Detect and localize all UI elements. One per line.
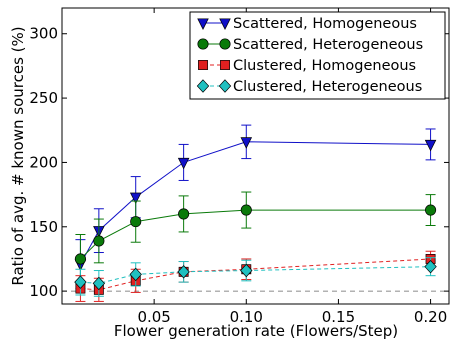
y-tick-label: 200	[29, 153, 58, 171]
x-tick-label: 0.15	[322, 308, 355, 326]
data-point	[177, 265, 190, 279]
plot-frame	[61, 7, 450, 305]
axis-ticks: 0.05 0.10 0.15 0.20 100 150 200 250 300	[29, 8, 449, 326]
y-axis-label: Ratio of avg. # known sources (%)	[9, 26, 27, 285]
legend-marker	[196, 79, 210, 93]
legend-entry-1: Scattered, Heterogeneous	[197, 37, 423, 53]
legend-label: Scattered, Homogeneous	[233, 16, 417, 32]
legend-marker	[220, 60, 230, 70]
legend-marker	[219, 38, 231, 50]
data-point	[424, 139, 437, 152]
legend-box	[189, 11, 446, 100]
data-point	[74, 253, 86, 265]
legend-marker	[197, 38, 209, 50]
y-tick-label: 300	[29, 25, 58, 43]
legend-label: Scattered, Heterogeneous	[233, 37, 423, 53]
data-point	[130, 216, 142, 228]
y-tick-label: 250	[29, 89, 58, 107]
data-point	[177, 157, 190, 170]
series-0	[74, 124, 437, 290]
data-point	[74, 275, 87, 289]
series-line	[79, 141, 431, 265]
data-point	[240, 263, 253, 278]
legend-label: Clustered, Homogeneous	[233, 58, 416, 74]
x-tick-label: 0.20	[414, 308, 447, 326]
x-tick-label: 0.05	[137, 308, 170, 326]
legend-marker	[197, 18, 209, 30]
data-point	[425, 204, 437, 216]
data-point	[93, 235, 105, 247]
legend-entry-0: Scattered, Homogeneous	[197, 16, 417, 32]
data-point	[240, 137, 253, 149]
legend-entry-3: Clustered, Heterogeneous	[196, 79, 422, 95]
legend-entry-2: Clustered, Homogeneous	[198, 58, 416, 74]
legend-label: Clustered, Heterogeneous	[233, 79, 422, 95]
legend: Scattered, Homogeneous Scattered, Heterog…	[189, 11, 446, 100]
legend-marker	[198, 60, 208, 70]
data-point	[178, 208, 190, 220]
data-point	[424, 259, 437, 274]
x-axis-label: Flower generation rate (Flowers/Step)	[114, 322, 398, 340]
x-tick-label: 0.10	[230, 308, 263, 326]
data-point	[240, 204, 252, 216]
chart-marks	[62, 124, 449, 302]
y-tick-label: 100	[29, 282, 58, 300]
data-point	[129, 192, 142, 205]
legend-marker	[219, 18, 231, 30]
data-point	[129, 267, 142, 282]
legend-marker	[218, 79, 232, 93]
series-1	[74, 191, 437, 284]
data-point	[92, 276, 106, 291]
series-3	[74, 257, 437, 297]
y-tick-label: 150	[29, 218, 58, 236]
